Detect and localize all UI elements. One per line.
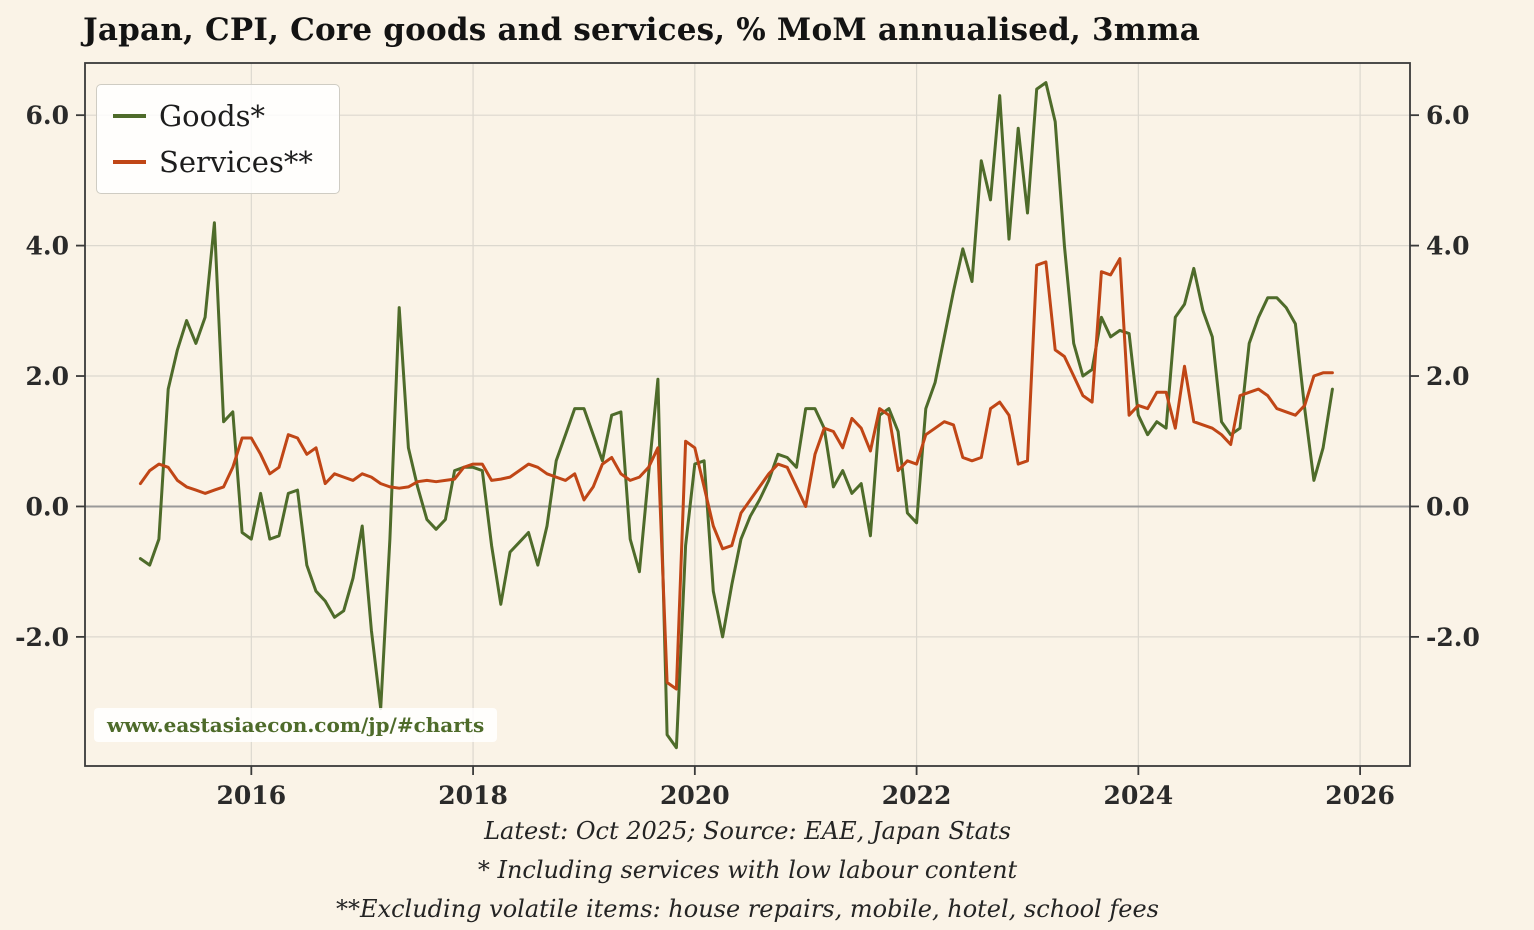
y-tick-label-left: 2.0 xyxy=(26,362,70,391)
legend-label-services: Services** xyxy=(159,145,313,179)
services-line xyxy=(138,257,1334,691)
watermark-text: www.eastasiaecon.com/jp/#charts xyxy=(94,708,498,742)
plot-canvas: 2016 2018 2020 2022 2024 2026 -2.0 -2.0 0.0 0.0 2.… xyxy=(15,62,1480,810)
chart-title: Japan, CPI, Core goods and services, % M… xyxy=(83,12,1201,48)
y-tick-label-left: -2.0 xyxy=(15,623,69,652)
y-tick-label-right: -2.0 xyxy=(1426,623,1480,652)
x-tick-label: 2022 xyxy=(882,781,952,810)
legend-item-goods: Goods* xyxy=(113,99,313,133)
legend-item-services: Services** xyxy=(113,145,313,179)
services-line-swatch xyxy=(113,160,146,164)
caption-footnote-services: **Excluding volatile items: house repair… xyxy=(336,895,1159,923)
chart-captions: Latest: Oct 2025; Source: EAE, Japan Sta… xyxy=(85,812,1410,929)
y-tick-label-left: 4.0 xyxy=(26,232,70,261)
legend-label-goods: Goods* xyxy=(159,99,266,133)
goods-line-swatch xyxy=(113,114,146,118)
y-tick-label-right: 6.0 xyxy=(1426,101,1470,130)
x-tick-label: 2016 xyxy=(217,781,287,810)
x-tick-label: 2024 xyxy=(1104,781,1174,810)
y-tick-label-right: 4.0 xyxy=(1426,232,1470,261)
x-tick-label: 2018 xyxy=(438,781,508,810)
caption-footnote-goods: * Including services with low labour con… xyxy=(477,856,1018,884)
x-tick-label: 2020 xyxy=(660,781,730,810)
y-tick-label-left: 6.0 xyxy=(26,101,70,130)
caption-latest-source: Latest: Oct 2025; Source: EAE, Japan Sta… xyxy=(484,817,1011,845)
y-tick-label-right: 0.0 xyxy=(1426,492,1470,521)
goods-line xyxy=(138,81,1334,750)
plot-border xyxy=(84,62,1411,767)
y-tick-label-right: 2.0 xyxy=(1426,362,1470,391)
legend-box: Goods* Services** xyxy=(96,84,340,194)
x-tick-label: 2026 xyxy=(1325,781,1395,810)
y-tick-label-left: 0.0 xyxy=(26,492,70,521)
